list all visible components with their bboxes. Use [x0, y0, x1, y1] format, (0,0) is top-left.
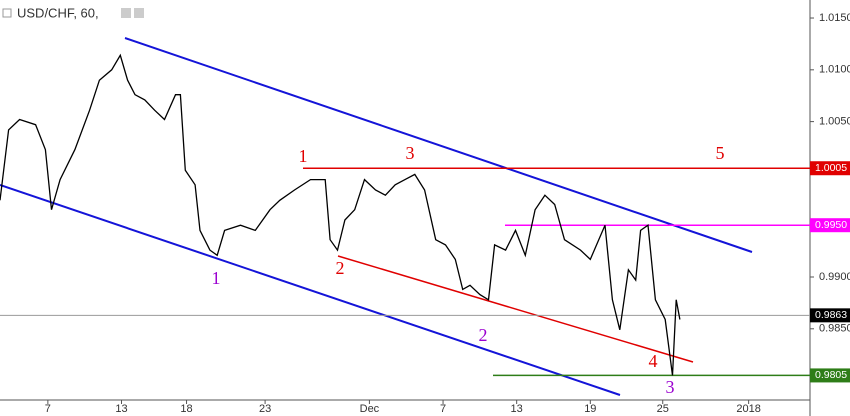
- wave-label: 4: [649, 351, 658, 371]
- y-tick-label: 0.9850: [819, 323, 850, 335]
- y-tick-label: 1.0100: [819, 64, 850, 76]
- level-label: 1.0005: [815, 162, 847, 174]
- level-tag: [810, 368, 850, 383]
- price-line: [0, 53, 681, 376]
- x-tick-label: 19: [584, 403, 596, 415]
- wave-label: 3: [666, 377, 675, 397]
- icon[interactable]: [134, 8, 144, 18]
- x-tick-label: 13: [511, 403, 523, 415]
- icon[interactable]: [121, 8, 131, 18]
- drawings: [0, 37, 753, 396]
- wave-label: 3: [406, 143, 415, 163]
- wave-label: 2: [336, 258, 345, 278]
- upper-channel-line: [124, 37, 753, 253]
- x-tick-label: 7: [45, 403, 51, 415]
- wave-label: 1: [212, 268, 221, 288]
- y-tick-label: 0.9900: [819, 271, 850, 283]
- level-tag: [810, 161, 850, 176]
- level-label: 0.9863: [815, 309, 847, 321]
- level-label: 0.9805: [815, 369, 847, 381]
- x-tick-label: 23: [259, 403, 271, 415]
- x-tick-label: Dec: [360, 403, 380, 415]
- y-tick-label: 1.0150: [819, 12, 850, 24]
- x-tick-label: 13: [115, 403, 127, 415]
- wave-channel-line: [337, 255, 694, 363]
- y-tick-label: 1.0050: [819, 116, 850, 128]
- level-tag: [810, 218, 850, 233]
- level-label: 0.9950: [815, 219, 847, 231]
- x-tick-label: 7: [440, 403, 446, 415]
- menu-icon[interactable]: [2, 8, 12, 18]
- wave-label: 5: [716, 143, 725, 163]
- wave-label: 1: [299, 146, 308, 166]
- lower-channel-line: [0, 184, 621, 396]
- chart-title: USD/CHF, 60,: [17, 5, 99, 20]
- x-tick-label: 18: [180, 403, 192, 415]
- wave-label: 2: [479, 325, 488, 345]
- level-tag: [810, 308, 850, 323]
- data-layer: 1.0005 0.9950 0.9863 0.9805: [0, 53, 850, 383]
- x-tick-label: 2018: [736, 403, 760, 415]
- x-tick-label: 25: [657, 403, 669, 415]
